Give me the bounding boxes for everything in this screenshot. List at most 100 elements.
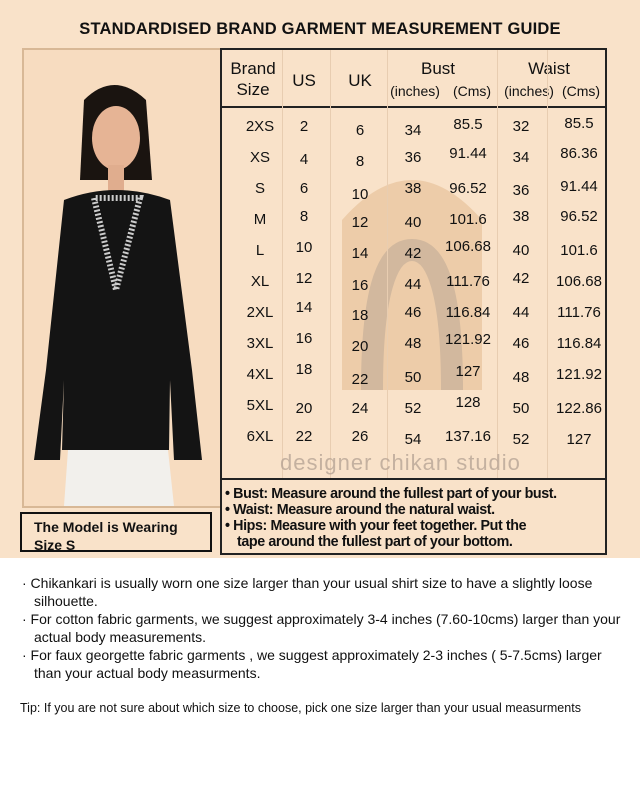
cell-bust-cm: 111.76 (446, 273, 490, 290)
cell-bust-cm: 127 (455, 363, 481, 380)
cell-bust-cm: 137.16 (445, 428, 491, 445)
cell-bust-in: 50 (404, 369, 422, 386)
cell-brand: 6XL (246, 428, 274, 445)
cell-bust-in: 48 (404, 335, 422, 352)
cell-bust-in: 52 (404, 400, 422, 417)
note-bust: • Bust: Measure around the fullest part … (225, 486, 557, 502)
cell-waist-cm: 106.68 (556, 273, 602, 290)
cell-brand: XL (250, 273, 270, 290)
cell-us: 2 (299, 118, 309, 135)
column-divider (282, 50, 283, 478)
size-chart-table: Brand Size US UK Bust Waist (inches) (Cms… (220, 48, 607, 555)
cell-bust-in: 38 (404, 180, 422, 197)
cell-us: 18 (295, 361, 313, 378)
cell-brand: 2XL (246, 304, 274, 321)
cell-waist-in: 42 (512, 270, 530, 287)
cell-bust-cm: 101.6 (449, 211, 487, 228)
cell-bust-cm: 121.92 (445, 331, 491, 348)
cell-us: 8 (299, 208, 309, 225)
header-uk: UK (348, 71, 372, 90)
cell-bust-cm: 96.52 (449, 180, 487, 197)
cell-bust-in: 40 (404, 214, 422, 231)
cell-waist-cm: 127 (566, 431, 592, 448)
cell-brand: 3XL (246, 335, 274, 352)
cell-bust-cm: 91.44 (449, 145, 487, 162)
cell-uk: 10 (351, 186, 369, 203)
note-hips: • Hips: Measure with your feet together.… (225, 518, 527, 534)
cell-bust-cm: 128 (455, 394, 481, 411)
header-bust: Bust (420, 59, 456, 78)
cell-brand: L (255, 242, 265, 259)
cell-waist-in: 34 (512, 149, 530, 166)
cell-waist-in: 44 (512, 304, 530, 321)
cell-waist-in: 50 (512, 400, 530, 417)
cell-waist-in: 52 (512, 431, 530, 448)
cell-waist-in: 36 (512, 182, 530, 199)
cell-waist-cm: 101.6 (560, 242, 598, 259)
cell-uk: 6 (355, 122, 365, 139)
cell-waist-cm: 121.92 (556, 366, 602, 383)
cell-waist-in: 32 (512, 118, 530, 135)
cell-waist-cm: 122.86 (556, 400, 602, 417)
watermark-text: designer chikan studio (280, 450, 521, 475)
cell-waist-in: 46 (512, 335, 530, 352)
advice-item: · For faux georgette fabric garments , w… (22, 647, 602, 681)
cell-bust-in: 36 (404, 149, 422, 166)
header-bust-inches: (inches) (390, 83, 440, 99)
note-waist: • Waist: Measure around the natural wais… (225, 502, 495, 518)
cell-bust-in: 54 (404, 431, 422, 448)
cell-uk: 24 (351, 400, 369, 417)
cell-us: 16 (295, 330, 313, 347)
cell-bust-in: 34 (404, 122, 422, 139)
cell-waist-cm: 116.84 (556, 335, 602, 352)
header-waist-inches: (inches) (504, 83, 554, 99)
cell-brand: 2XS (245, 118, 275, 135)
model-label-line: The Model is Wearing (34, 519, 178, 535)
cell-waist-in: 38 (512, 208, 530, 225)
cell-us: 6 (299, 180, 309, 197)
header-us: US (292, 71, 316, 90)
cell-bust-in: 46 (404, 304, 422, 321)
cell-bust-cm: 85.5 (453, 116, 483, 133)
column-divider (547, 50, 548, 478)
model-size-label: The Model is Wearing Size S (20, 512, 212, 553)
cell-uk: 14 (351, 245, 369, 262)
measurement-notes: • Bust: Measure around the fullest part … (222, 478, 605, 550)
column-divider (497, 50, 498, 478)
cell-waist-in: 40 (512, 242, 530, 259)
cell-uk: 20 (351, 338, 369, 355)
cell-waist-cm: 111.76 (557, 304, 601, 321)
cell-brand: M (253, 211, 267, 228)
cell-us: 22 (295, 428, 313, 445)
cell-waist-cm: 85.5 (564, 115, 594, 132)
advice-item: · Chikankari is usually worn one size la… (22, 575, 593, 609)
model-size-value: Size S (34, 537, 76, 553)
cell-uk: 12 (351, 214, 369, 231)
cell-bust-in: 42 (404, 245, 422, 262)
page-title: STANDARDISED BRAND GARMENT MEASUREMENT G… (79, 20, 561, 38)
header-size: Size (236, 80, 270, 99)
cell-us: 14 (295, 299, 313, 316)
cell-uk: 8 (355, 153, 365, 170)
cell-brand: XS (249, 149, 271, 166)
cell-brand: S (254, 180, 266, 197)
cell-uk: 16 (351, 277, 369, 294)
brand-logo-watermark (342, 180, 482, 391)
fit-advice-list: · Chikankari is usually worn one size la… (20, 574, 630, 682)
cell-us: 12 (295, 270, 313, 287)
cell-uk: 22 (351, 371, 369, 388)
cell-us: 4 (299, 151, 309, 168)
cell-waist-cm: 86.36 (560, 145, 598, 162)
note-hips-cont: tape around the fullest part of your bot… (237, 534, 513, 550)
model-photo (22, 48, 222, 508)
header-brand-size: Brand Size (230, 58, 275, 100)
cell-us: 20 (295, 400, 313, 417)
cell-brand: 4XL (246, 366, 274, 383)
column-divider (387, 50, 388, 478)
header-waist: Waist (528, 59, 570, 78)
cell-waist-cm: 96.52 (560, 208, 598, 225)
cell-brand: 5XL (246, 397, 274, 414)
table-header: Brand Size US UK Bust Waist (inches) (Cms… (222, 50, 605, 108)
cell-bust-cm: 116.84 (445, 304, 491, 321)
cell-waist-cm: 91.44 (560, 178, 598, 195)
